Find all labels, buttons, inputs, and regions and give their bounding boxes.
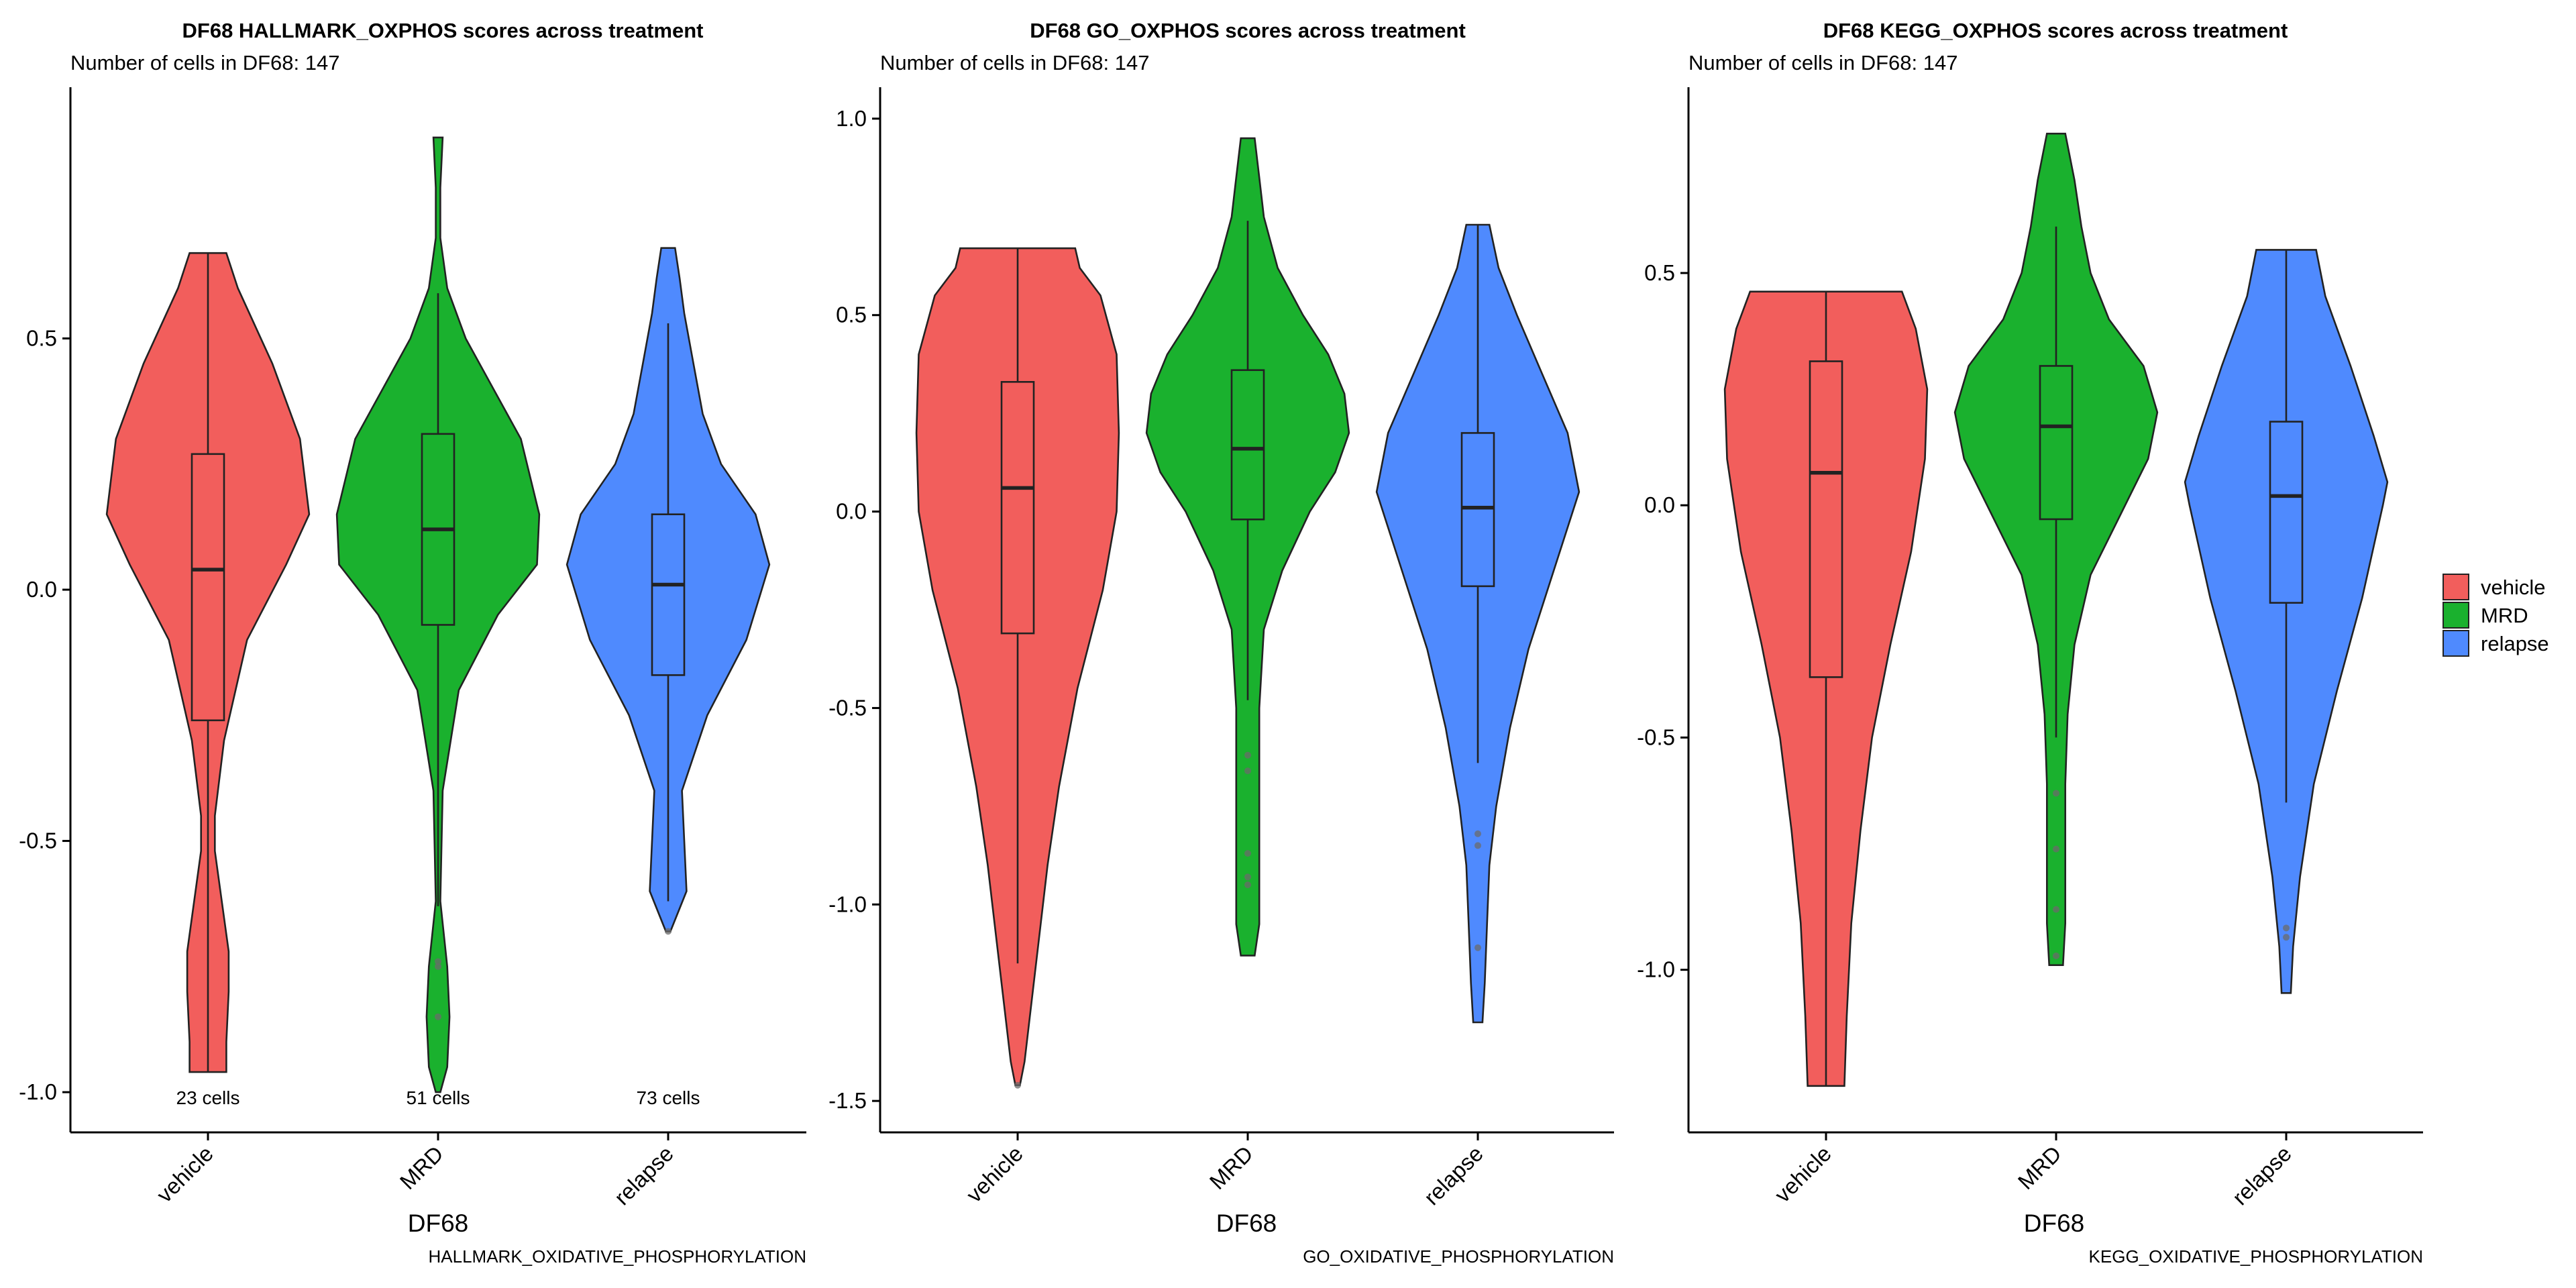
y-tick-label: -0.5 [828, 695, 867, 720]
box-relapse [2269, 421, 2304, 604]
panel-title: DF68 HALLMARK_OXPHOS scores across treat… [182, 19, 704, 42]
y-tick-label: -1.0 [19, 1079, 57, 1104]
y-tick-label: 0.0 [1644, 492, 1675, 517]
violin-vehicle [105, 252, 311, 1073]
legend-label-mrd: MRD [2481, 604, 2528, 627]
y-tick-label: 0.0 [26, 577, 57, 602]
outlier-point [2053, 952, 2059, 959]
violin-mrd [335, 136, 541, 1093]
outlier-point [2053, 906, 2059, 913]
cell-count-label: 23 cells [176, 1087, 240, 1108]
outlier-point [1244, 873, 1251, 881]
plot-area: 0.5 0.0 -0.5 -1.0 23 cells 51 cells 73 cells [19, 87, 806, 1140]
legend-swatch-relapse [2443, 630, 2469, 657]
y-tick-label: 0.5 [1644, 260, 1675, 285]
legend-label-vehicle: vehicle [2481, 576, 2546, 599]
outlier-point [1474, 830, 1481, 837]
panel-caption: KEGG_OXIDATIVE_PHOSPHORYLATION [2089, 1246, 2423, 1267]
x-axis-label: DF68 [1216, 1210, 1277, 1237]
box-mrd [2039, 365, 2074, 521]
box-vehicle [1809, 360, 1843, 678]
box-relapse [651, 513, 686, 676]
outlier-point [2053, 790, 2059, 797]
panel-subtitle: Number of cells in DF68: 147 [70, 51, 339, 74]
outlier-point [435, 963, 441, 970]
y-tick-label: 0.5 [836, 303, 867, 327]
outlier-point [1244, 767, 1251, 775]
violin-relapse [566, 247, 771, 932]
outlier-point [2283, 934, 2290, 941]
box-vehicle [1000, 380, 1035, 635]
y-tick-label: -0.5 [1637, 724, 1675, 749]
panel-caption: GO_OXIDATIVE_PHOSPHORYLATION [1303, 1246, 1614, 1267]
y-tick-label: -1.0 [1637, 957, 1675, 982]
x-axis-label: DF68 [408, 1210, 468, 1237]
outlier-point [435, 1013, 441, 1020]
panel-kegg: DF68 KEGG_OXPHOS scores across treatment… [1637, 19, 2423, 1267]
legend-swatch-mrd [2443, 602, 2469, 629]
panel-title: DF68 KEGG_OXPHOS scores across treatment [1823, 19, 2288, 42]
outlier-point [435, 958, 441, 965]
cell-count-label: 51 cells [407, 1087, 470, 1108]
box-relapse [1460, 432, 1495, 588]
y-tick-label: 1.0 [836, 106, 867, 131]
y-tick-label: -1.0 [828, 892, 867, 916]
plot-area: 1.0 0.5 0.0 -0.5 -1.0 -1.5 [828, 87, 1614, 1140]
box-vehicle [191, 453, 225, 722]
outlier-point [2283, 924, 2290, 932]
panel-subtitle: Number of cells in DF68: 147 [880, 51, 1149, 74]
outlier-point [2053, 845, 2059, 853]
y-tick-label: 0.0 [836, 499, 867, 524]
y-tick-label: -1.5 [828, 1088, 867, 1113]
legend: vehicle MRD relapse [2443, 574, 2549, 657]
box-mrd [1230, 369, 1265, 521]
panel-caption: HALLMARK_OXIDATIVE_PHOSPHORYLATION [429, 1246, 807, 1267]
outlier-point [1244, 881, 1251, 888]
legend-swatch-vehicle [2443, 574, 2469, 600]
outlier-point [665, 928, 672, 935]
y-tick-label: -0.5 [19, 828, 57, 853]
plot-area: 0.5 0.0 -0.5 -1.0 [1637, 87, 2423, 1140]
panel-go: DF68 GO_OXPHOS scores across treatment N… [828, 19, 1614, 1267]
x-axis-label: DF68 [2024, 1210, 2084, 1237]
panel-subtitle: Number of cells in DF68: 147 [1688, 51, 1957, 74]
cell-count-label: 73 cells [637, 1087, 700, 1108]
outlier-point [1474, 944, 1481, 951]
panel-hallmark: DF68 HALLMARK_OXPHOS scores across treat… [19, 19, 806, 1267]
outlier-point [1244, 751, 1251, 759]
outlier-point [1014, 1081, 1021, 1089]
panel-title: DF68 GO_OXPHOS scores across treatment [1030, 19, 1466, 42]
outlier-point [1244, 850, 1251, 857]
y-tick-label: 0.5 [26, 326, 57, 351]
outlier-point [1474, 842, 1481, 849]
legend-label-relapse: relapse [2481, 632, 2549, 655]
